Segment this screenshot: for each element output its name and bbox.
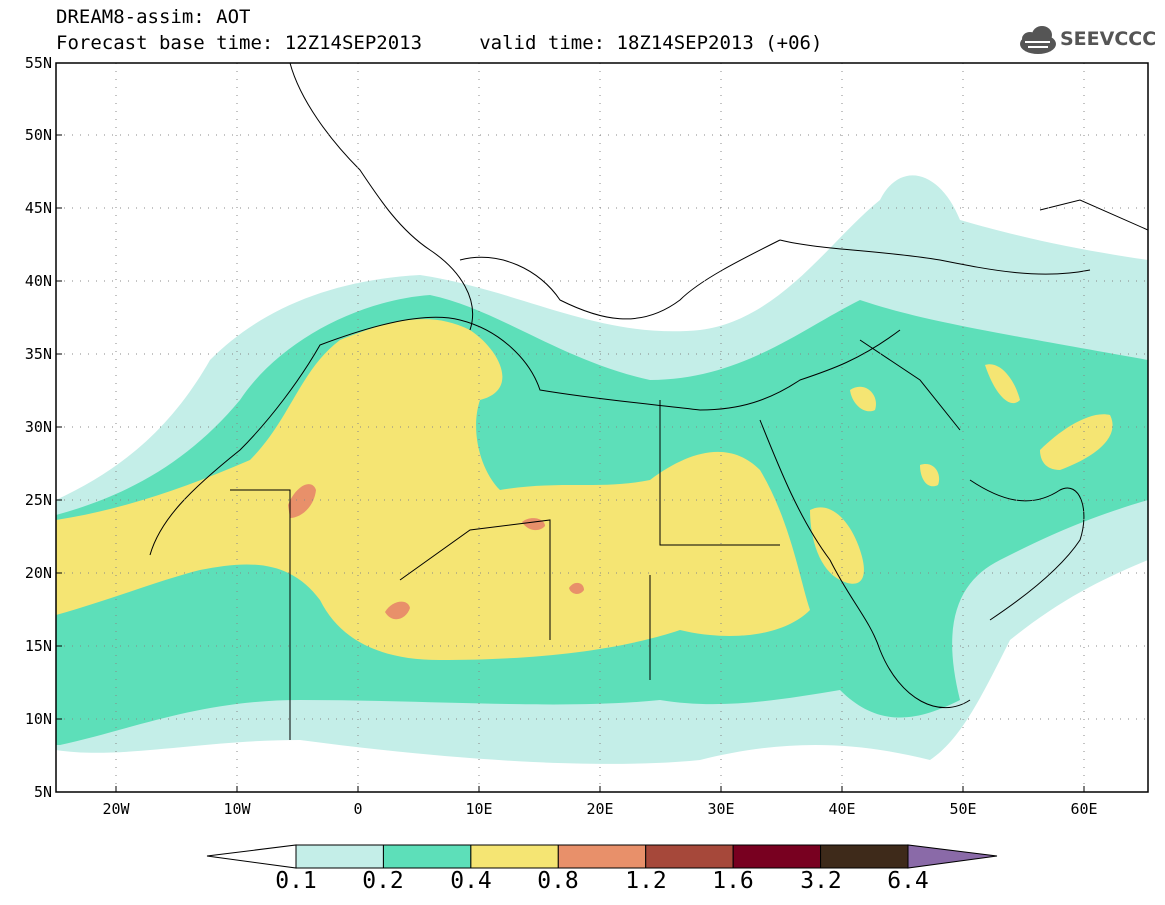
lat-label: 25N — [24, 491, 52, 509]
lon-label: 60E — [1070, 800, 1098, 818]
legend-label: 0.2 — [362, 868, 404, 894]
lon-label: 20E — [586, 800, 614, 818]
lat-label: 5N — [33, 783, 52, 801]
brand-logo-text: SEEVCCC — [1060, 28, 1157, 50]
legend-label: 0.1 — [275, 868, 317, 894]
legend-label: 3.2 — [800, 868, 842, 894]
lat-label: 45N — [24, 199, 52, 217]
legend-label: 1.2 — [625, 868, 667, 894]
cloud-icon — [1020, 26, 1056, 54]
lon-label: 10E — [465, 800, 493, 818]
map-title: DREAM8-assim: AOT — [56, 6, 251, 28]
coastline — [149, 316, 901, 556]
lat-label: 55N — [24, 54, 52, 72]
lon-label: 20W — [102, 800, 130, 818]
lat-label: 50N — [24, 126, 52, 144]
lat-label: 15N — [24, 637, 52, 655]
lat-label: 20N — [24, 564, 52, 582]
lat-label: 30N — [24, 418, 52, 436]
legend-label: 1.6 — [712, 868, 754, 894]
aot-contour-0.8 — [288, 484, 316, 518]
lon-label: 10W — [223, 800, 251, 818]
lon-label: 0 — [353, 800, 363, 818]
lat-label: 35N — [24, 345, 52, 363]
lon-label: 50E — [949, 800, 977, 818]
legend-label: 0.4 — [450, 868, 492, 894]
lat-label: 10N — [24, 710, 52, 728]
time-info: Forecast base time: 12Z14SEP2013 valid t… — [56, 32, 823, 54]
lon-label: 40E — [828, 800, 856, 818]
lon-label: 30E — [707, 800, 735, 818]
legend-label: 6.4 — [887, 868, 929, 894]
aot-contour-0.4 — [56, 319, 810, 660]
legend-label: 0.8 — [537, 868, 579, 894]
lat-label: 40N — [24, 272, 52, 290]
